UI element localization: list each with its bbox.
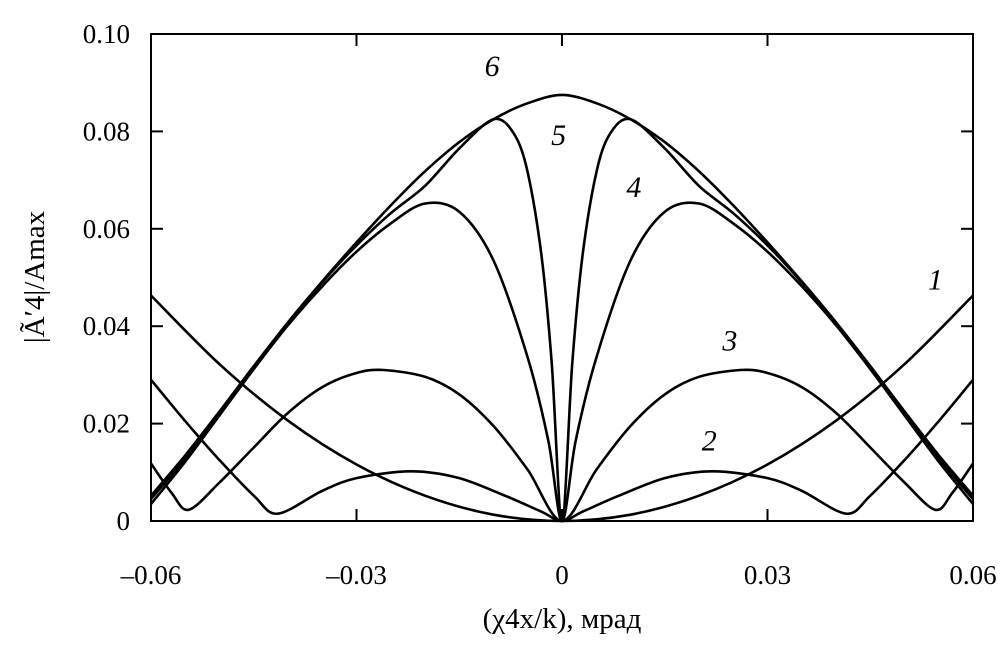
x-tick-label: 0.06 <box>949 560 996 590</box>
y-tick-label: 0.04 <box>83 311 131 341</box>
y-axis-title: |Ã′4|/Amax <box>19 210 51 343</box>
curve-label-4: 4 <box>626 171 641 204</box>
series-line-4 <box>149 201 975 523</box>
y-tick-label: 0.06 <box>83 214 130 244</box>
curve-label-1: 1 <box>928 264 943 297</box>
curve-label-5: 5 <box>551 119 566 152</box>
curve-labels: 1 2 3 4 5 6 <box>485 50 943 458</box>
curve-label-6: 6 <box>485 50 500 83</box>
x-tick-label: –0.03 <box>325 560 387 590</box>
x-tick-label: 0.03 <box>744 560 791 590</box>
x-axis-title: (χ4x/k), мрад <box>483 603 642 635</box>
axis-ticks <box>150 33 974 522</box>
plot-frame <box>150 33 974 522</box>
x-tick-label: 0 <box>555 560 569 590</box>
series-line-2 <box>150 378 974 523</box>
series-line-1 <box>150 294 974 523</box>
curve-label-2: 2 <box>702 424 717 457</box>
y-tick-label: 0.10 <box>83 19 130 49</box>
series-curves <box>149 93 975 523</box>
curve-label-3: 3 <box>721 325 737 358</box>
y-tick-label: 0 <box>117 506 131 536</box>
series-line-3 <box>149 368 975 523</box>
y-tick-label: 0.02 <box>83 409 130 439</box>
series-line-6 <box>150 93 974 497</box>
tick-labels: –0.06 –0.03 0 0.03 0.06 0 0.02 0.04 0.06 0.08 0.10 <box>83 19 997 590</box>
x-tick-label: –0.06 <box>120 560 182 590</box>
series-line-5 <box>150 117 974 523</box>
y-tick-label: 0.08 <box>83 116 130 146</box>
